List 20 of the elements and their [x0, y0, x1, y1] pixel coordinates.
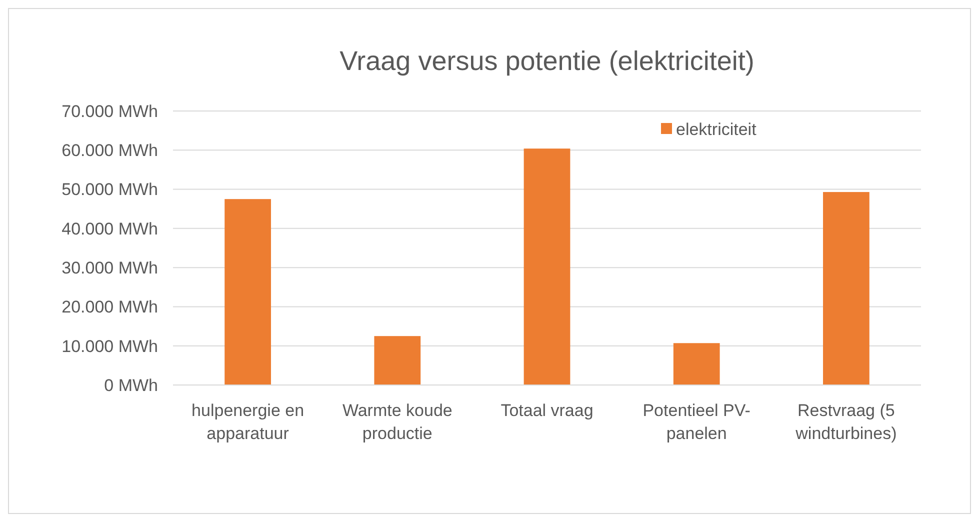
x-tick-label: Potentieel PV-panelen [642, 401, 750, 443]
y-tick-label: 20.000 MWh [62, 298, 158, 317]
bar [224, 199, 271, 385]
bar [823, 192, 870, 385]
bar [524, 148, 570, 385]
y-tick-label: 50.000 MWh [62, 180, 158, 200]
x-tick-label: Warmte koude productie [342, 401, 452, 443]
x-tick-label: hulpenergie en apparatuur [192, 401, 304, 443]
y-tick-label: 40.000 MWh [62, 219, 158, 238]
x-tick-label: Totaal vraag [500, 401, 594, 420]
x-tick-label: Restvraag (5 windturbines) [794, 401, 897, 443]
y-tick-label: 60.000 MWh [62, 141, 158, 160]
y-tick-label: 10.000 MWh [62, 336, 158, 356]
y-tick-label: 70.000 MWh [62, 102, 158, 121]
y-tick-label: 0 MWh [104, 376, 158, 395]
chart-title: Vraag versus potentie (elektriciteit) [340, 46, 754, 76]
legend-label: elektriciteit [676, 120, 757, 139]
bar [673, 343, 720, 385]
bar [374, 336, 421, 385]
y-tick-label: 30.000 MWh [62, 258, 158, 278]
